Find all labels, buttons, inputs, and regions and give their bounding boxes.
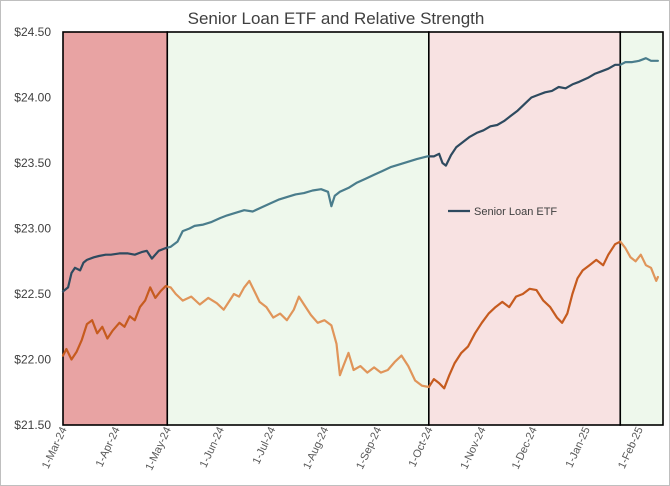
- y-tick-label: $24.00: [14, 91, 51, 105]
- chart-title: Senior Loan ETF and Relative Strength: [187, 9, 485, 28]
- x-tick-label: 1-Mar-24: [40, 425, 70, 471]
- x-tick-label: 1-May-24: [143, 425, 174, 472]
- x-tick-label: 1-Jul-24: [251, 425, 279, 466]
- series-lines: [61, 57, 659, 390]
- y-tick-label: $23.00: [14, 222, 51, 236]
- y-tick-label: $24.50: [14, 25, 51, 39]
- x-tick-label: 1-Aug-24: [301, 425, 331, 471]
- x-tick-label: 1-Apr-24: [94, 425, 123, 469]
- shaded-region-1: [62, 31, 169, 426]
- x-tick-label: 1-Nov-24: [459, 425, 489, 471]
- x-axis: 1-Mar-24 1-Apr-24 1-May-24 1-Jun-24 1-Jul-24…: [40, 425, 646, 472]
- x-tick-label: 1-Feb-25: [616, 425, 646, 471]
- senior-loan-etf-line: [61, 57, 659, 293]
- shaded-region-2: [166, 31, 430, 426]
- y-axis: $21.50 $22.00 $22.50 $23.00 $23.50 $24.00 $24.…: [14, 25, 51, 432]
- x-tick-label: 1-Oct-24: [407, 425, 436, 469]
- legend: Senior Loan ETF: [448, 206, 557, 218]
- shaded-regions: [62, 31, 664, 426]
- y-tick-label: $21.50: [14, 418, 51, 432]
- shaded-region-3: [428, 31, 622, 426]
- y-tick-label: $23.50: [14, 156, 51, 170]
- y-tick-label: $22.50: [14, 287, 51, 301]
- shaded-region-4: [619, 31, 664, 426]
- legend-label-senior-loan-etf: Senior Loan ETF: [474, 206, 557, 218]
- x-tick-label: 1-Jun-24: [198, 425, 227, 469]
- x-tick-label: 1-Sep-24: [354, 425, 384, 471]
- x-tick-label: 1-Jan-25: [564, 425, 593, 469]
- x-tick-label: 1-Dec-24: [510, 425, 540, 471]
- y-tick-label: $22.00: [14, 353, 51, 367]
- relative-strength-line: [61, 240, 659, 390]
